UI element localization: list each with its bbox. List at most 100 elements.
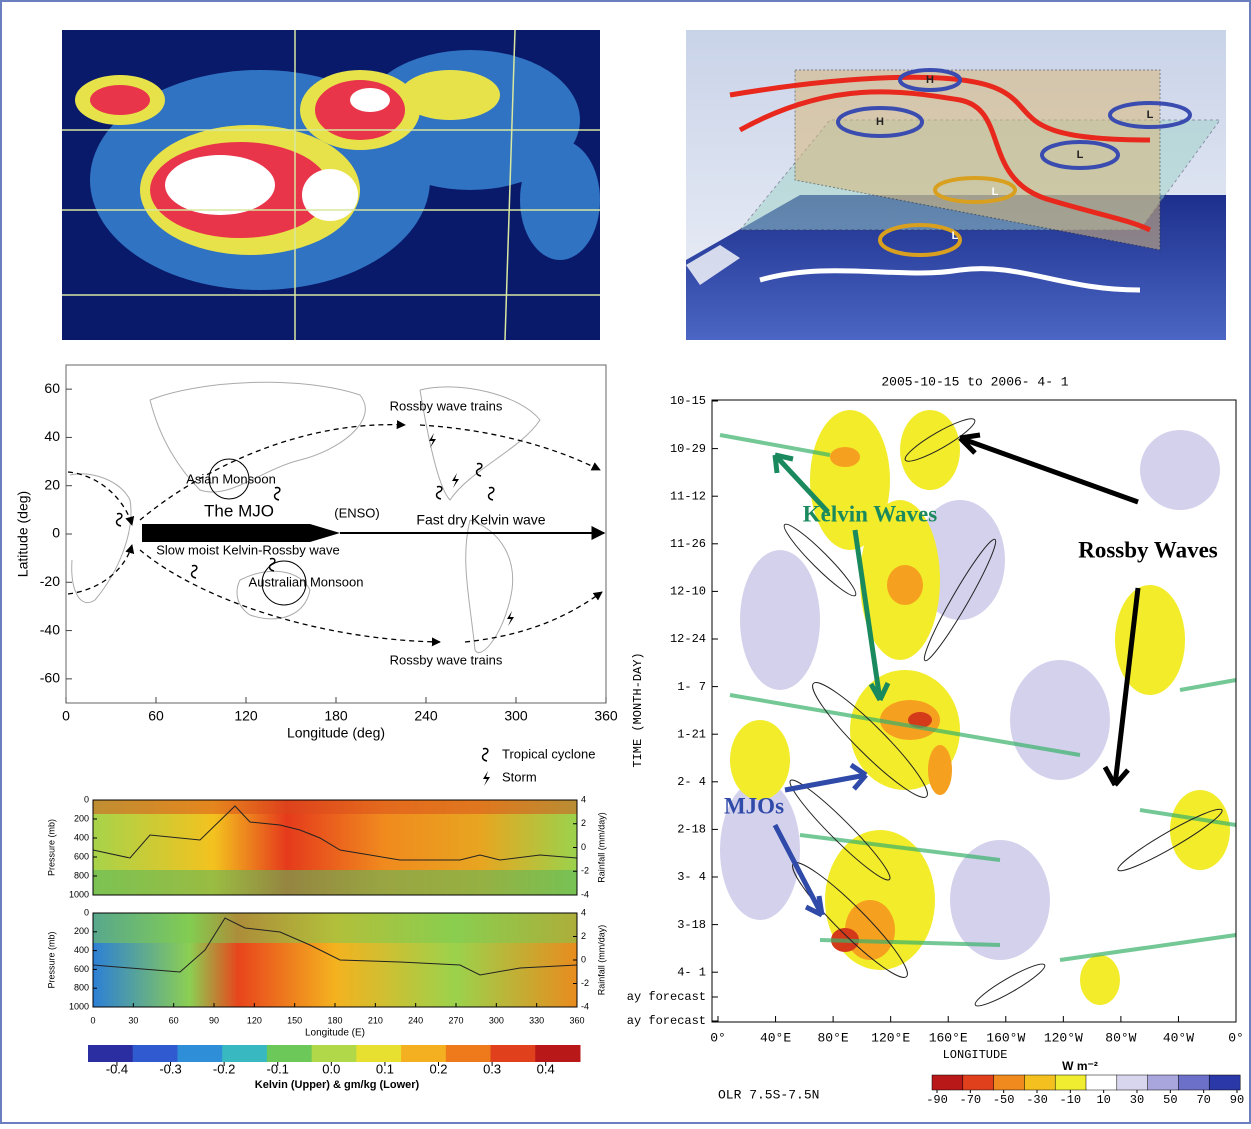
mjo-arrow bbox=[142, 524, 340, 542]
annotation: Rossby Waves bbox=[1078, 537, 1218, 562]
x-axis-title: Longitude (E) bbox=[305, 1028, 365, 1039]
x-tick-label: 360 bbox=[569, 1015, 584, 1025]
colorbar-swatch bbox=[1086, 1075, 1117, 1090]
colorbar-tick-label: -0.2 bbox=[213, 1061, 235, 1076]
x-tick-label: 270 bbox=[448, 1015, 463, 1025]
y-tick-label: 600 bbox=[74, 851, 89, 861]
colorbar-tick-label: 0.1 bbox=[376, 1061, 394, 1076]
y2-tick-label: 2 bbox=[581, 818, 586, 828]
x-tick-label: 60 bbox=[169, 1015, 179, 1025]
colorbar-swatch bbox=[963, 1075, 994, 1090]
x-tick-label: 0 bbox=[90, 1015, 95, 1025]
y-tick-label: 600 bbox=[74, 964, 89, 974]
y2-tick-label: 4 bbox=[581, 907, 586, 917]
x-tick-label: 160°E bbox=[929, 1030, 968, 1045]
map-annotation: Slow moist Kelvin-Rossby wave bbox=[156, 542, 340, 557]
colorbar-swatch bbox=[1209, 1075, 1240, 1090]
colorbar-swatch bbox=[222, 1045, 267, 1062]
x-tick-label: 360 bbox=[594, 708, 618, 724]
y2-tick-label: 0 bbox=[581, 842, 586, 852]
footer: OLR 7.5S-7.5N bbox=[718, 1087, 819, 1102]
colorbar-tick-label: 30 bbox=[1130, 1093, 1144, 1107]
x-tick-label: 120 bbox=[234, 708, 258, 724]
y-tick-label: 2- 4 bbox=[677, 775, 706, 789]
x-tick-label: 160°W bbox=[986, 1030, 1025, 1045]
colorbar-swatch bbox=[535, 1045, 580, 1062]
x-tick-label: 120°E bbox=[871, 1030, 910, 1045]
pressure-label: L bbox=[952, 230, 959, 242]
y-tick-label: 200 bbox=[74, 813, 89, 823]
y-tick-label: 200 bbox=[74, 926, 89, 936]
x-axis-title: LONGITUDE bbox=[943, 1048, 1008, 1062]
y-tick-label: 1- 7 bbox=[677, 680, 706, 694]
x-tick-label: 240 bbox=[408, 1015, 423, 1025]
lower-band bbox=[93, 913, 577, 943]
colorbar-swatch bbox=[401, 1045, 446, 1062]
y-axis-title: Pressure (mb) bbox=[46, 931, 56, 988]
x-tick-label: 90 bbox=[209, 1015, 219, 1025]
satellite-image bbox=[62, 30, 600, 340]
x-tick-label: 300 bbox=[489, 1015, 504, 1025]
colorbar-tick-label: 0.0 bbox=[322, 1061, 340, 1076]
colorbar-tick-label: 0.4 bbox=[537, 1061, 555, 1076]
y-tick-label: 12-24 bbox=[670, 632, 706, 646]
map-annotation: Asian Monsoon bbox=[186, 471, 276, 486]
x-tick-label: 80°E bbox=[818, 1030, 849, 1045]
y-tick-label: 3- 4 bbox=[677, 870, 706, 884]
colorbar-tick-label: 70 bbox=[1196, 1093, 1210, 1107]
pressure-label: H bbox=[876, 116, 884, 128]
y-axis-title: Latitude (deg) bbox=[15, 491, 31, 577]
x-tick-label: 0° bbox=[710, 1030, 726, 1045]
colorbar-swatch bbox=[1024, 1075, 1055, 1090]
x-tick-label: 80°W bbox=[1105, 1030, 1136, 1045]
y-tick-label: 0 bbox=[52, 525, 60, 541]
x-tick-label: 180 bbox=[324, 708, 348, 724]
y2-tick-label: 2 bbox=[581, 931, 586, 941]
x-tick-label: 180 bbox=[327, 1015, 342, 1025]
y-tick-label: 1000 bbox=[69, 1001, 89, 1011]
y2-tick-label: -4 bbox=[581, 1001, 589, 1011]
y-tick-label: -60 bbox=[40, 670, 60, 686]
colorbar-swatch bbox=[267, 1045, 312, 1062]
y-tick-label: -20 bbox=[40, 573, 60, 589]
x-tick-label: 40°E bbox=[760, 1030, 791, 1045]
y-tick-label: 60 bbox=[44, 380, 60, 396]
unit-label: W m⁻² bbox=[1062, 1059, 1098, 1073]
y-tick-label: 10-15 bbox=[670, 394, 706, 408]
colorbar-swatch bbox=[1117, 1075, 1148, 1090]
y-tick-label: 1-21 bbox=[677, 727, 706, 741]
pressure-label: L bbox=[992, 186, 999, 198]
map-annotation: (ENSO) bbox=[334, 505, 380, 520]
y-tick-label: 11-26 bbox=[670, 537, 706, 551]
x-tick-label: 150 bbox=[287, 1015, 302, 1025]
y-tick-label: 4- 1 bbox=[677, 965, 706, 979]
colorbar-swatch bbox=[1148, 1075, 1179, 1090]
colorbar-tick-label: 0.2 bbox=[429, 1061, 447, 1076]
colorbar-swatch bbox=[932, 1075, 963, 1090]
y2-tick-label: -4 bbox=[581, 889, 589, 899]
x-tick-label: 120 bbox=[247, 1015, 262, 1025]
y-tick-label: 3-18 bbox=[677, 918, 706, 932]
colorbar-tick-label: 50 bbox=[1163, 1093, 1177, 1107]
map-annotation: The MJO bbox=[204, 501, 274, 520]
y2-axis-title: Rainfall (mm/day) bbox=[596, 925, 606, 996]
colorbar-tick-label: -50 bbox=[993, 1093, 1015, 1107]
y-tick-label: -40 bbox=[40, 621, 60, 637]
hovmoller-panel: -90-70-50-30-101030507090 2005-10-15 to … bbox=[627, 374, 1244, 1107]
y-tick-label: 2-18 bbox=[677, 823, 706, 837]
x-tick-label: 40°W bbox=[1163, 1030, 1194, 1045]
upper-band bbox=[93, 800, 577, 814]
x-tick-label: 0 bbox=[62, 708, 70, 724]
y-tick-label: 1000 bbox=[69, 889, 89, 899]
x-tick-label: 60 bbox=[148, 708, 164, 724]
y-tick-label: 800 bbox=[74, 870, 89, 880]
x-tick-label: 210 bbox=[368, 1015, 383, 1025]
colorbar-tick-label: -30 bbox=[1026, 1093, 1048, 1107]
y-axis-title: Pressure (mb) bbox=[46, 819, 56, 876]
x-axis-title: Longitude (deg) bbox=[287, 725, 385, 741]
colorbar-swatch bbox=[133, 1045, 178, 1062]
y-tick-label: 40 bbox=[44, 428, 60, 444]
colorbar-swatch bbox=[312, 1045, 357, 1062]
y-tick-label: 400 bbox=[74, 832, 89, 842]
y-tick-label: ay forecast bbox=[627, 990, 706, 1004]
